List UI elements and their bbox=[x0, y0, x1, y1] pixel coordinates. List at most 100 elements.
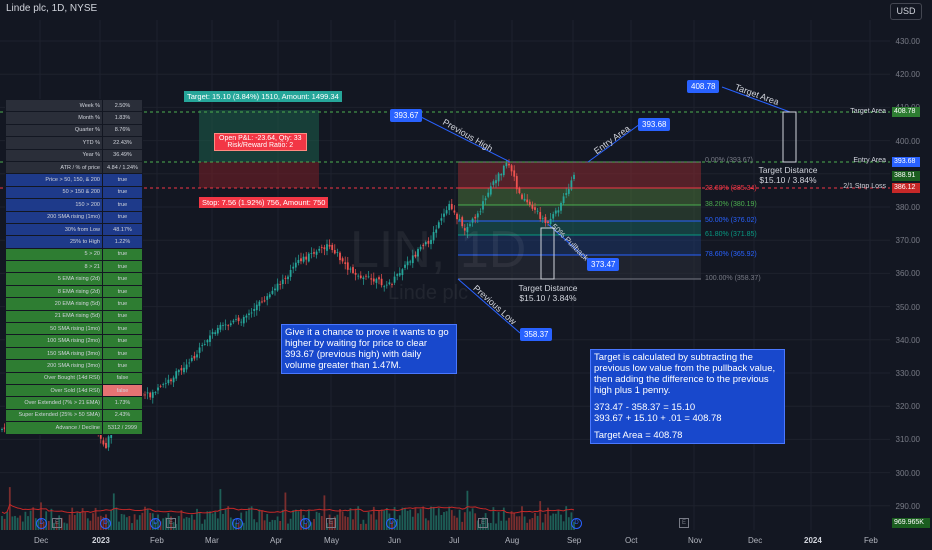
volume-bar bbox=[183, 518, 185, 530]
candle-body bbox=[211, 332, 214, 335]
note-right[interactable]: Target is calculated by subtracting the … bbox=[590, 349, 785, 444]
volume-bar bbox=[276, 516, 279, 530]
stats-row: 150 SMA rising (3mo) true bbox=[5, 346, 143, 361]
earnings-icon[interactable]: E bbox=[52, 518, 62, 528]
dividend-icon[interactable]: D bbox=[300, 518, 311, 529]
earnings-icon[interactable]: E bbox=[679, 518, 689, 528]
candle-body bbox=[518, 187, 521, 194]
volume-bar bbox=[287, 523, 289, 530]
time-axis-label: 2023 bbox=[92, 536, 110, 545]
target-area-diag bbox=[721, 86, 791, 113]
candle-body bbox=[307, 253, 310, 262]
volume-bar bbox=[544, 513, 547, 530]
note-right-p4: Target Area = 408.78 bbox=[594, 430, 683, 441]
candle-body bbox=[349, 268, 352, 270]
candle-body bbox=[149, 392, 152, 398]
stats-key: 50 SMA rising (1mo) bbox=[5, 322, 103, 336]
candle-body bbox=[567, 189, 570, 194]
volume-bar bbox=[500, 520, 503, 530]
dividend-icon[interactable]: D bbox=[571, 518, 582, 529]
candle-body bbox=[406, 261, 409, 266]
time-axis-label: Apr bbox=[270, 536, 283, 545]
stats-value: 4.84 / 1.24% bbox=[102, 160, 143, 175]
candle-body bbox=[440, 218, 443, 221]
volume-bar bbox=[378, 510, 380, 530]
candle-body bbox=[180, 368, 183, 371]
stats-key: YTD % bbox=[5, 136, 103, 150]
candle-body bbox=[188, 362, 191, 364]
candle-body bbox=[427, 240, 430, 244]
candle-body bbox=[177, 370, 180, 373]
volume-bar bbox=[24, 511, 27, 530]
candle-body bbox=[365, 275, 367, 277]
candle-body bbox=[359, 275, 362, 278]
time-axis-label: Jul bbox=[449, 536, 460, 545]
candle-body bbox=[357, 275, 360, 277]
candle-body bbox=[219, 324, 222, 330]
candle-body bbox=[276, 283, 279, 291]
candle-body bbox=[318, 248, 321, 251]
candle-body bbox=[268, 294, 271, 298]
candle-body bbox=[331, 244, 334, 250]
candle-body bbox=[445, 210, 448, 214]
candle-body bbox=[393, 276, 396, 283]
volume-bar bbox=[196, 508, 198, 530]
candle-body bbox=[235, 319, 237, 321]
volume-bar bbox=[469, 511, 471, 530]
price-axis-label: 310.00 bbox=[895, 435, 920, 445]
earnings-icon[interactable]: E bbox=[478, 518, 488, 528]
stats-key: Week % bbox=[5, 98, 103, 113]
volume-bar bbox=[315, 511, 318, 530]
volume-bar bbox=[144, 506, 146, 530]
volume-bar bbox=[484, 513, 487, 530]
volume-bar bbox=[354, 508, 357, 530]
dividend-icon[interactable]: D bbox=[100, 518, 111, 529]
currency-button[interactable]: USD bbox=[890, 3, 922, 20]
dividend-icon[interactable]: D bbox=[232, 518, 243, 529]
volume-bar bbox=[1, 516, 3, 530]
stats-row: Quarter % 8.76% bbox=[5, 123, 143, 138]
candle-body bbox=[253, 308, 256, 311]
candle-body bbox=[336, 252, 339, 253]
target-distance-upper: Target Distance $15.10 / 3.84% bbox=[746, 165, 830, 185]
stats-row: Year % 36.49% bbox=[5, 148, 143, 162]
dividend-icon[interactable]: D bbox=[36, 518, 47, 529]
stats-row: 100 SMA rising (2mo) true bbox=[5, 334, 143, 348]
candle-body bbox=[3, 427, 6, 430]
target-value[interactable]: 408.78 bbox=[687, 80, 720, 93]
volume-bar bbox=[313, 518, 315, 530]
target-distance-upper-value: $15.10 / 3.84% bbox=[759, 175, 817, 185]
stats-value: 22.43% bbox=[102, 136, 143, 150]
fib-label-4: 61.80% (371.85) bbox=[705, 231, 757, 238]
price-axis-label: 350.00 bbox=[895, 302, 920, 312]
volume-bar bbox=[172, 522, 175, 530]
volume-bar bbox=[281, 509, 284, 530]
stats-row: 50 SMA rising (1mo) true bbox=[5, 322, 143, 336]
volume-bar bbox=[40, 502, 42, 530]
stats-key: Price > 50, 150, & 200 bbox=[5, 173, 103, 187]
candle-body bbox=[482, 201, 484, 210]
volume-bar bbox=[560, 514, 562, 530]
volume-bar bbox=[29, 510, 32, 530]
candle-body bbox=[492, 181, 495, 185]
volume-bar bbox=[50, 508, 53, 530]
dividend-icon[interactable]: D bbox=[386, 518, 397, 529]
candle-body bbox=[378, 277, 380, 280]
earnings-icon[interactable]: E bbox=[166, 518, 176, 528]
entry-value[interactable]: 393.68 bbox=[638, 118, 671, 131]
pullback-value[interactable]: 373.47 bbox=[587, 258, 620, 271]
candle-body bbox=[471, 218, 474, 223]
previous-low-value[interactable]: 358.37 bbox=[520, 328, 553, 341]
dividend-icon[interactable]: D bbox=[150, 518, 161, 529]
fib-zone-3 bbox=[458, 221, 701, 235]
candle-body bbox=[435, 229, 438, 233]
previous-high-value[interactable]: 393.67 bbox=[390, 109, 423, 122]
candle-body bbox=[372, 278, 375, 282]
stats-row: 20 EMA rising (5d) true bbox=[5, 297, 143, 311]
earnings-icon[interactable]: E bbox=[326, 518, 336, 528]
volume-bar bbox=[508, 517, 510, 530]
volume-bar bbox=[89, 520, 92, 530]
note-left[interactable]: Give it a chance to prove it wants to go… bbox=[281, 324, 457, 374]
time-axis-label: Feb bbox=[150, 536, 164, 545]
